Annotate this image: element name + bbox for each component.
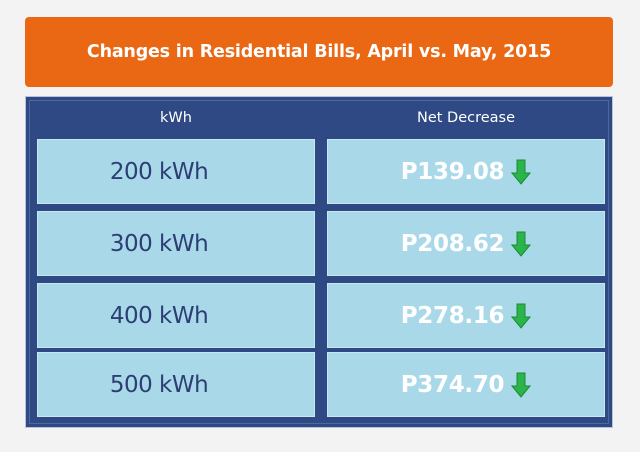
table-cell-net-decrease: P208.62 xyxy=(327,211,605,276)
kwh-label: 400 kWh xyxy=(109,302,209,329)
down-arrow-icon xyxy=(511,231,532,257)
table-cell-net-decrease: P139.08 xyxy=(327,139,605,204)
net-decrease-value: P278.16 xyxy=(400,302,505,329)
net-decrease-value: P374.70 xyxy=(400,371,505,398)
kwh-label: 200 kWh xyxy=(109,158,209,185)
down-arrow-icon xyxy=(511,372,532,398)
table-cell-kwh: 500 kWh xyxy=(37,352,315,417)
down-arrow-icon xyxy=(511,303,532,329)
column-header-net-decrease: Net Decrease xyxy=(416,110,516,126)
column-header-kwh: kWh xyxy=(160,110,192,126)
table-cell-kwh: 200 kWh xyxy=(37,139,315,204)
table-cell-kwh: 400 kWh xyxy=(37,283,315,348)
kwh-label: 300 kWh xyxy=(109,230,209,257)
net-decrease-value: P208.62 xyxy=(400,230,505,257)
table-cell-net-decrease: P374.70 xyxy=(327,352,605,417)
table-cell-kwh: 300 kWh xyxy=(37,211,315,276)
chart-title: Changes in Residential Bills, April vs. … xyxy=(25,17,613,87)
net-decrease-value: P139.08 xyxy=(400,158,505,185)
kwh-label: 500 kWh xyxy=(109,371,209,398)
down-arrow-icon xyxy=(511,159,532,185)
table-cell-net-decrease: P278.16 xyxy=(327,283,605,348)
